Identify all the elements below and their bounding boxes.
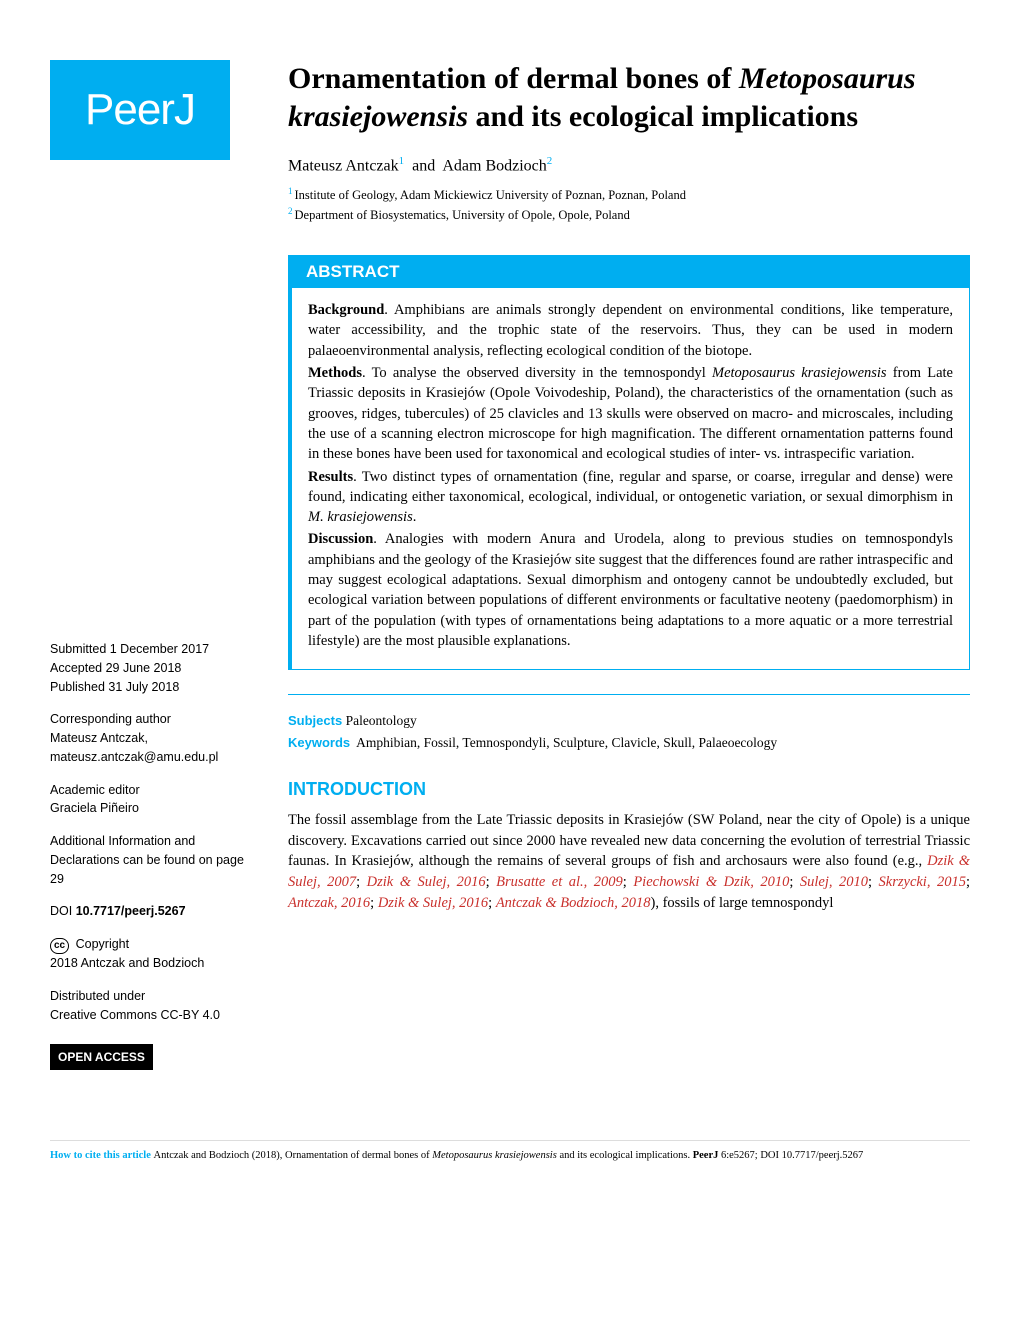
additional-info-text: Additional Information and Declarations … [50, 832, 260, 888]
corresponding-label: Corresponding author [50, 710, 260, 729]
keywords-line: Keywords Amphibian, Fossil, Temnospondyl… [288, 735, 970, 751]
abstract-box: ABSTRACT Background. Amphibians are anim… [288, 255, 970, 670]
corresponding-email-link[interactable]: mateusz.antczak@amu.edu.pl [50, 750, 218, 764]
subjects-line: Subjects Paleontology [288, 713, 970, 729]
cc-icon: cc [50, 938, 69, 954]
how-to-cite-label: How to cite this article [50, 1150, 154, 1161]
license-link[interactable]: Creative Commons CC-BY 4.0 [50, 1008, 220, 1022]
submitted-label: Submitted [50, 642, 106, 656]
doi-value[interactable]: 10.7717/peerj.5267 [76, 904, 186, 918]
page-container: PeerJ Submitted 1 December 2017 Accepted… [50, 60, 970, 1070]
abstract-body: Background. Amphibians are animals stron… [292, 288, 969, 669]
editor-name: Graciela Piñeiro [50, 799, 260, 818]
abstract-heading: ABSTRACT [292, 256, 969, 288]
introduction-heading: INTRODUCTION [288, 779, 970, 800]
citation-link[interactable]: Skrzycki, 2015 [879, 874, 966, 890]
author-1-sup: 1 [399, 155, 405, 167]
article-title: Ornamentation of dermal bones of Metopos… [288, 60, 970, 135]
citation-link[interactable]: Sulej, 2010 [800, 874, 868, 890]
distributed-label: Distributed under [50, 987, 260, 1006]
accepted-date: 29 June 2018 [102, 661, 181, 675]
accepted-label: Accepted [50, 661, 102, 675]
main-content: Ornamentation of dermal bones of Metopos… [288, 60, 970, 1070]
keywords-value: Amphibian, Fossil, Temnospondyli, Sculpt… [356, 735, 777, 750]
corresponding-author-block: Corresponding author Mateusz Antczak, ma… [50, 710, 260, 766]
citation-link[interactable]: Dzik & Sulej, 2016 [367, 874, 486, 890]
citation-footer: How to cite this article Antczak and Bod… [50, 1140, 970, 1164]
citation-link[interactable]: Brusatte et al., 2009 [496, 874, 623, 890]
published-label: Published [50, 680, 105, 694]
published-date: 31 July 2018 [105, 680, 179, 694]
copyright-label: Copyright [72, 937, 129, 951]
affiliation-2: Department of Biosystematics, University… [295, 208, 630, 222]
citation-link[interactable]: Antczak & Bodzioch, 2018 [496, 895, 651, 911]
citation-link[interactable]: Dzik & Sulej, 2016 [378, 895, 488, 911]
editor-block: Academic editor Graciela Piñeiro [50, 781, 260, 819]
dates-block: Submitted 1 December 2017 Accepted 29 Ju… [50, 640, 260, 696]
copyright-block: cc Copyright 2018 Antczak and Bodzioch [50, 935, 260, 973]
affiliations: 1Institute of Geology, Adam Mickiewicz U… [288, 185, 970, 225]
left-column: PeerJ Submitted 1 December 2017 Accepted… [50, 60, 260, 1070]
journal-logo: PeerJ [50, 60, 230, 160]
introduction-paragraph: The fossil assemblage from the Late Tria… [288, 810, 970, 913]
doi-label: DOI [50, 904, 76, 918]
separator-line [288, 694, 970, 695]
keywords-label: Keywords [288, 735, 350, 750]
article-metadata-sidebar: Submitted 1 December 2017 Accepted 29 Ju… [50, 640, 260, 1070]
subjects-label: Subjects [288, 713, 342, 728]
subjects-value: Paleontology [346, 713, 417, 728]
affiliation-1: Institute of Geology, Adam Mickiewicz Un… [295, 188, 686, 202]
author-2-sup: 2 [547, 155, 553, 167]
citation-link[interactable]: Antczak, 2016 [288, 895, 370, 911]
doi-block: DOI 10.7717/peerj.5267 [50, 902, 260, 921]
submitted-date: 1 December 2017 [106, 642, 209, 656]
editor-label: Academic editor [50, 781, 260, 800]
license-block: Distributed under Creative Commons CC-BY… [50, 987, 260, 1025]
citation-link[interactable]: Piechowski & Dzik, 2010 [633, 874, 789, 890]
author-1: Mateusz Antczak [288, 157, 399, 174]
author-2: Adam Bodzioch [442, 157, 546, 174]
corresponding-name: Mateusz Antczak, [50, 729, 260, 748]
authors-line: Mateusz Antczak1 and Adam Bodzioch2 [288, 155, 970, 175]
copyright-holders: 2018 Antczak and Bodzioch [50, 954, 260, 973]
additional-info-block: Additional Information and Declarations … [50, 832, 260, 888]
open-access-badge: OPEN ACCESS [50, 1044, 153, 1070]
